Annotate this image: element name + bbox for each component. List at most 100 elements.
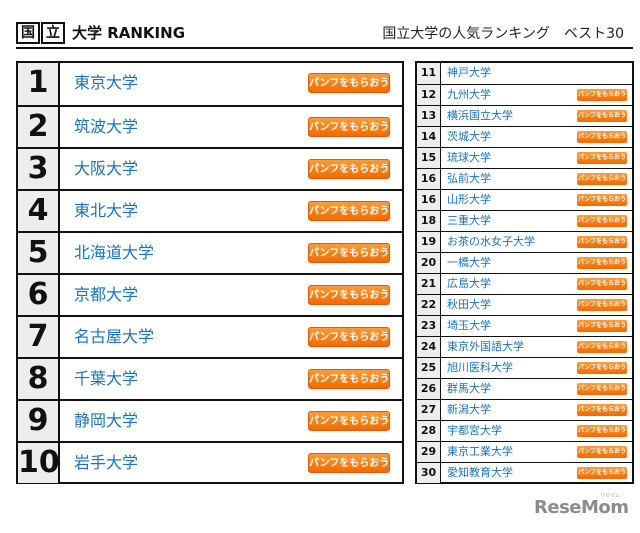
university-name-link[interactable]: お茶の水女子大学 (447, 235, 535, 248)
university-name-link[interactable]: 筑波大学 (74, 117, 139, 136)
ranking-row: 26 群馬大学 パンフをもらおう (417, 378, 632, 399)
university-name-link[interactable]: 三重大学 (447, 214, 491, 227)
university-name-link[interactable]: 宇都宮大学 (447, 424, 502, 437)
request-pamphlet-button[interactable]: パンフをもらおう (308, 117, 390, 137)
university-name-link[interactable]: 埼玉大学 (447, 319, 491, 332)
ranking-row: 13 横浜国立大学 パンフをもらおう (417, 105, 632, 126)
request-pamphlet-button[interactable]: パンフをもらおう (577, 320, 627, 332)
university-name-link[interactable]: 静岡大学 (74, 411, 139, 430)
university-name-link[interactable]: 山形大学 (447, 193, 491, 206)
request-pamphlet-button[interactable]: パンフをもらおう (308, 201, 390, 221)
rank-number: 20 (417, 253, 441, 273)
resemom-logo-sub: リセマム (600, 493, 621, 499)
university-name-link[interactable]: 東京工業大学 (447, 445, 513, 458)
ranking-row: 18 三重大学 パンフをもらおう (417, 210, 632, 231)
request-pamphlet-button[interactable]: パンフをもらおう (577, 467, 627, 479)
ranking-row: 30 愛知教育大学 パンフをもらおう (417, 462, 632, 483)
request-pamphlet-button[interactable]: パンフをもらおう (577, 173, 627, 185)
ranking-row: 25 旭川医科大学 パンフをもらおう (417, 357, 632, 378)
request-pamphlet-button[interactable]: パンフをもらおう (308, 285, 390, 305)
request-pamphlet-button[interactable]: パンフをもらおう (577, 131, 627, 143)
header-kanji-koku: 国 (16, 22, 40, 44)
rank-number: 27 (417, 400, 441, 420)
rank-number: 24 (417, 337, 441, 357)
ranking-row: 14 茨城大学 パンフをもらおう (417, 126, 632, 147)
university-name-link[interactable]: 九州大学 (447, 88, 491, 101)
request-pamphlet-button[interactable]: パンフをもらおう (577, 383, 627, 395)
request-pamphlet-button[interactable]: パンフをもらおう (577, 215, 627, 227)
university-name-link[interactable]: 大阪大学 (74, 159, 139, 178)
request-pamphlet-button[interactable]: パンフをもらおう (577, 257, 627, 269)
university-name-link[interactable]: 東京外国語大学 (447, 340, 524, 353)
ranking-row: 11 神戸大学 (417, 63, 632, 84)
request-pamphlet-button[interactable]: パンフをもらおう (577, 236, 627, 248)
university-name-link[interactable]: 北海道大学 (74, 243, 155, 262)
rank-number: 8 (18, 359, 60, 399)
rank-number: 19 (417, 232, 441, 252)
request-pamphlet-button[interactable]: パンフをもらおう (577, 446, 627, 458)
rank-number: 23 (417, 316, 441, 336)
ranking-row: 4 東北大学 パンフをもらおう (18, 189, 402, 231)
university-name-link[interactable]: 新潟大学 (447, 403, 491, 416)
rank-number: 11 (417, 63, 441, 84)
ranking-row: 22 秋田大学 パンフをもらおう (417, 294, 632, 315)
ranking-row: 9 静岡大学 パンフをもらおう (18, 399, 402, 441)
request-pamphlet-button[interactable]: パンフをもらおう (308, 453, 390, 473)
page-subtitle: 国立大学の人気ランキング ベスト30 (382, 26, 624, 42)
request-pamphlet-button[interactable]: パンフをもらおう (577, 425, 627, 437)
request-pamphlet-button[interactable]: パンフをもらおう (577, 110, 627, 122)
request-pamphlet-button[interactable]: パンフをもらおう (308, 159, 390, 179)
request-pamphlet-button[interactable]: パンフをもらおう (308, 327, 390, 347)
header-kanji-ritsu: 立 (41, 22, 65, 44)
request-pamphlet-button[interactable]: パンフをもらおう (308, 73, 390, 93)
university-name-link[interactable]: 神戸大学 (447, 66, 491, 79)
rank-number: 4 (18, 191, 60, 231)
university-name-link[interactable]: 弘前大学 (447, 172, 491, 185)
university-name-link[interactable]: 横浜国立大学 (447, 109, 513, 122)
request-pamphlet-button[interactable]: パンフをもらおう (577, 341, 627, 353)
top10-ranking-list: 1 東京大学 パンフをもらおう 2 筑波大学 パンフをもらおう 3 大阪大学 パンフをもらおう 4… (16, 61, 404, 484)
ranking-row: 20 一橋大学 パンフをもらおう (417, 252, 632, 273)
rank-number: 28 (417, 421, 441, 441)
request-pamphlet-button[interactable]: パンフをもらおう (577, 299, 627, 311)
university-name-link[interactable]: 群馬大学 (447, 382, 491, 395)
rank-number: 16 (417, 190, 441, 210)
request-pamphlet-button[interactable]: パンフをもらおう (308, 369, 390, 389)
rank-number: 18 (417, 211, 441, 231)
university-name-link[interactable]: 京都大学 (74, 285, 139, 304)
request-pamphlet-button[interactable]: パンフをもらおう (308, 411, 390, 431)
request-pamphlet-button[interactable]: パンフをもらおう (308, 243, 390, 263)
rank-number: 1 (18, 63, 60, 105)
request-pamphlet-button[interactable]: パンフをもらおう (577, 362, 627, 374)
university-name-link[interactable]: 旭川医科大学 (447, 361, 513, 374)
rank-number: 14 (417, 127, 441, 147)
request-pamphlet-button[interactable]: パンフをもらおう (577, 89, 627, 101)
ranking-row: 3 大阪大学 パンフをもらおう (18, 147, 402, 189)
university-name-link[interactable]: 東京大学 (74, 73, 139, 92)
request-pamphlet-button[interactable]: パンフをもらおう (577, 278, 627, 290)
ranking-row: 6 京都大学 パンフをもらおう (18, 273, 402, 315)
ranking-row: 16 山形大学 パンフをもらおう (417, 189, 632, 210)
rank-number: 5 (18, 233, 60, 273)
university-name-link[interactable]: 岩手大学 (74, 453, 139, 472)
university-name-link[interactable]: 琉球大学 (447, 151, 491, 164)
university-name-link[interactable]: 千葉大学 (74, 369, 139, 388)
header-divider (16, 47, 633, 49)
rank-number: 30 (417, 463, 441, 483)
request-pamphlet-button[interactable]: パンフをもらおう (577, 152, 627, 164)
ranking-row: 24 東京外国語大学 パンフをもらおう (417, 336, 632, 357)
request-pamphlet-button[interactable]: パンフをもらおう (577, 194, 627, 206)
university-name-link[interactable]: 東北大学 (74, 201, 139, 220)
ranking-row: 27 新潟大学 パンフをもらおう (417, 399, 632, 420)
university-name-link[interactable]: 秋田大学 (447, 298, 491, 311)
rank-number: 9 (18, 401, 60, 441)
ranking-row: 12 九州大学 パンフをもらおう (417, 84, 632, 105)
university-name-link[interactable]: 一橋大学 (447, 256, 491, 269)
university-name-link[interactable]: 愛知教育大学 (447, 466, 513, 479)
university-name-link[interactable]: 茨城大学 (447, 130, 491, 143)
request-pamphlet-button[interactable]: パンフをもらおう (577, 404, 627, 416)
university-name-link[interactable]: 名古屋大学 (74, 327, 155, 346)
rank-number: 6 (18, 275, 60, 315)
ranking-row: 19 お茶の水女子大学 パンフをもらおう (417, 231, 632, 252)
university-name-link[interactable]: 広島大学 (447, 277, 491, 290)
